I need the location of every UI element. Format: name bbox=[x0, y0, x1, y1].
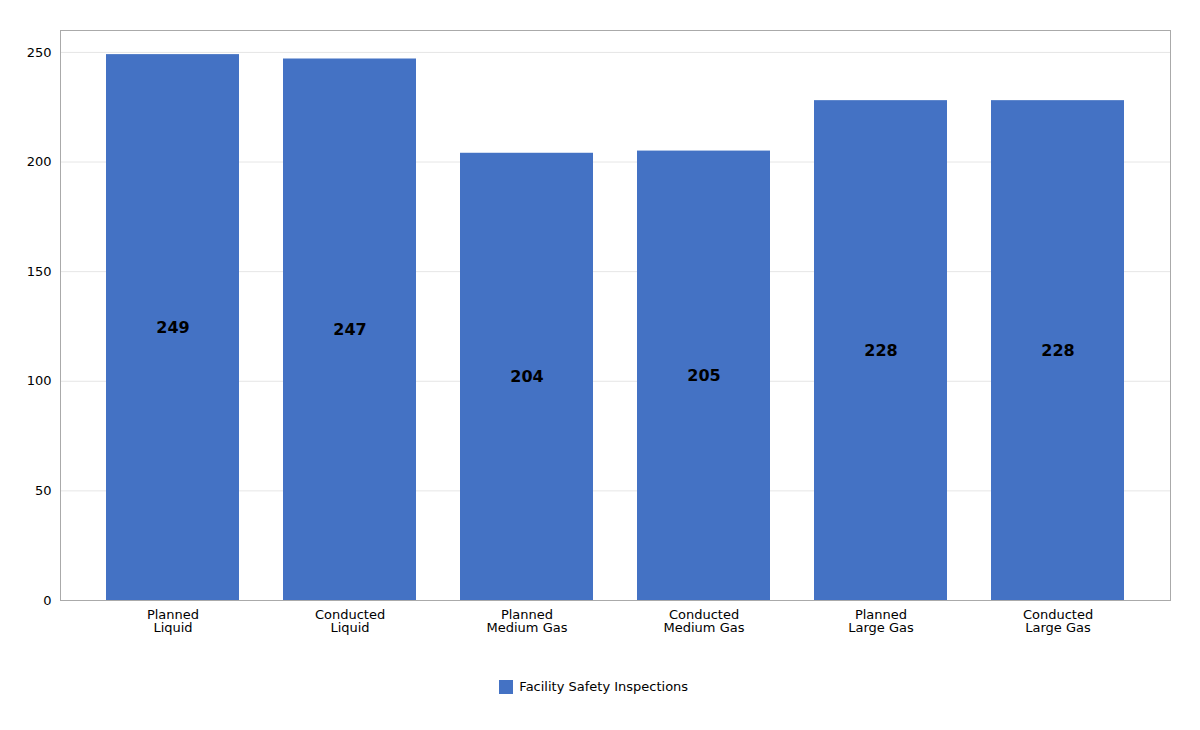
svg-text:249: 249 bbox=[156, 318, 189, 337]
svg-text:228: 228 bbox=[864, 341, 897, 360]
svg-text:150: 150 bbox=[27, 264, 52, 279]
svg-text:PlannedLiquid: PlannedLiquid bbox=[147, 607, 199, 635]
svg-text:228: 228 bbox=[1041, 341, 1074, 360]
svg-text:0: 0 bbox=[43, 593, 51, 608]
svg-text:50: 50 bbox=[35, 483, 52, 498]
svg-text:PlannedMedium Gas: PlannedMedium Gas bbox=[487, 607, 568, 635]
svg-text:ConductedMedium Gas: ConductedMedium Gas bbox=[664, 607, 745, 635]
svg-text:205: 205 bbox=[687, 366, 720, 385]
svg-text:200: 200 bbox=[27, 154, 52, 169]
svg-text:250: 250 bbox=[27, 45, 52, 60]
html-text:Facility Safety Inspections: Facility Safety Inspections bbox=[519, 679, 689, 694]
svg-text:ConductedLiquid: ConductedLiquid bbox=[315, 607, 385, 635]
svg-text:247: 247 bbox=[333, 320, 366, 339]
svg-text:100: 100 bbox=[27, 373, 52, 388]
svg-text:PlannedLarge Gas: PlannedLarge Gas bbox=[848, 607, 914, 635]
svg-text:204: 204 bbox=[510, 367, 543, 386]
svg-text:ConductedLarge Gas: ConductedLarge Gas bbox=[1023, 607, 1093, 635]
